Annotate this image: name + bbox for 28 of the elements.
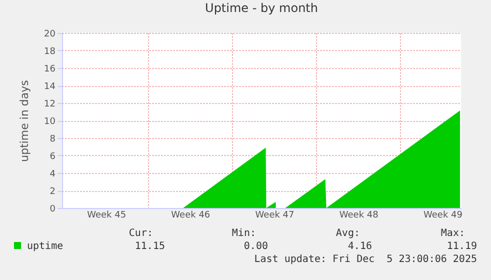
y-tick-label: 14 bbox=[44, 82, 56, 92]
y-tick-label: 20 bbox=[44, 30, 56, 40]
x-tick-label: Week 47 bbox=[255, 210, 294, 220]
x-tick-label: Week 49 bbox=[423, 210, 463, 220]
x-tick-label: Week 45 bbox=[87, 210, 126, 220]
text: 4.16 bbox=[348, 241, 372, 252]
text: Last update: Fri Dec 5 23:00:06 2025 bbox=[254, 254, 477, 265]
text: Avg: bbox=[336, 228, 360, 239]
text: Max: bbox=[440, 228, 465, 239]
y-tick-label: 10 bbox=[44, 117, 56, 127]
y-axis-title: uptime in days bbox=[18, 80, 32, 162]
y-tick-label: 12 bbox=[44, 100, 56, 110]
y-tick-label: 0 bbox=[50, 204, 56, 214]
text: Min: bbox=[232, 228, 256, 239]
y-tick-label: 18 bbox=[44, 47, 56, 57]
y-tick-label: 16 bbox=[44, 64, 56, 74]
x-tick-label: Week 46 bbox=[171, 210, 210, 220]
text: 11.15 bbox=[134, 241, 165, 252]
y-tick-label: 2 bbox=[50, 187, 56, 197]
text: 11.19 bbox=[446, 241, 477, 252]
y-tick-label: 4 bbox=[50, 170, 56, 180]
y-tick-label: 8 bbox=[50, 134, 56, 144]
text: Cur: bbox=[128, 228, 153, 239]
y-tick-label: 6 bbox=[50, 152, 56, 162]
text: 0.00 bbox=[244, 241, 268, 252]
x-tick-label: Week 48 bbox=[339, 210, 379, 220]
chart-title: Uptime - by month bbox=[205, 1, 318, 15]
legend-label: uptime bbox=[26, 241, 64, 252]
